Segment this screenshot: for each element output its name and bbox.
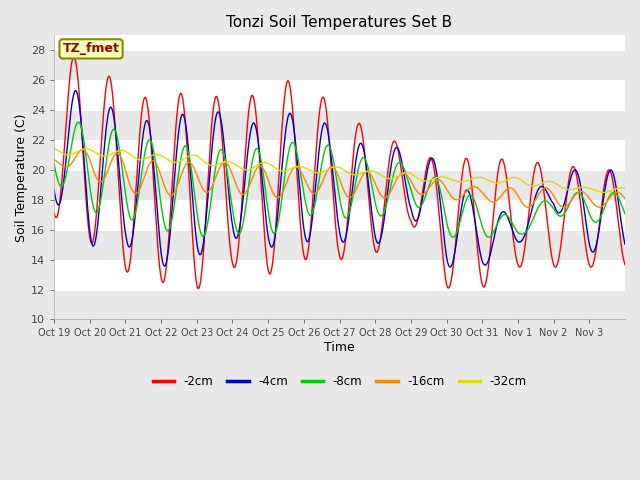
Line: -8cm: -8cm xyxy=(54,122,625,237)
-16cm xyxy=(50,157,58,163)
-32cm xyxy=(600,190,607,195)
-32cm xyxy=(558,184,566,190)
-2cm xyxy=(140,97,148,103)
-16cm xyxy=(314,188,322,193)
-2cm xyxy=(326,139,333,145)
Line: -2cm: -2cm xyxy=(54,57,625,288)
Line: -4cm: -4cm xyxy=(54,91,625,267)
-4cm xyxy=(72,88,79,94)
-4cm xyxy=(314,156,322,162)
-2cm xyxy=(50,210,58,216)
-2cm xyxy=(559,229,566,235)
-2cm xyxy=(621,262,629,267)
-8cm xyxy=(50,161,58,167)
Text: TZ_fmet: TZ_fmet xyxy=(63,42,120,55)
-16cm xyxy=(558,204,566,210)
Line: -16cm: -16cm xyxy=(54,150,625,207)
-2cm xyxy=(315,119,323,124)
-8cm xyxy=(475,210,483,216)
Bar xyxy=(54,110,625,140)
-4cm xyxy=(621,241,629,247)
-2cm xyxy=(475,259,483,265)
-32cm xyxy=(614,185,622,191)
-32cm xyxy=(324,166,332,172)
-16cm xyxy=(79,147,86,153)
-8cm xyxy=(614,194,622,200)
X-axis label: Time: Time xyxy=(324,341,355,354)
-16cm xyxy=(614,190,622,195)
-32cm xyxy=(474,175,482,180)
-16cm xyxy=(475,186,483,192)
Bar xyxy=(54,50,625,80)
-16cm xyxy=(621,195,629,201)
-4cm xyxy=(325,135,333,141)
-8cm xyxy=(314,183,322,189)
-2cm xyxy=(195,286,202,291)
Bar xyxy=(54,170,625,200)
-4cm xyxy=(50,187,58,192)
-32cm xyxy=(314,170,322,176)
-8cm xyxy=(325,143,333,148)
-4cm xyxy=(614,199,622,204)
-16cm xyxy=(325,166,333,171)
Title: Tonzi Soil Temperatures Set B: Tonzi Soil Temperatures Set B xyxy=(227,15,452,30)
-4cm xyxy=(559,206,566,212)
-16cm xyxy=(560,204,568,210)
-32cm xyxy=(50,145,58,151)
-16cm xyxy=(140,176,148,181)
-8cm xyxy=(621,211,629,216)
-4cm xyxy=(446,264,454,270)
-4cm xyxy=(140,128,148,133)
-32cm xyxy=(140,156,147,162)
Bar xyxy=(54,289,625,319)
-4cm xyxy=(475,243,483,249)
-32cm xyxy=(621,185,629,191)
-2cm xyxy=(70,54,77,60)
-2cm xyxy=(614,219,622,225)
-8cm xyxy=(485,234,493,240)
Line: -32cm: -32cm xyxy=(54,148,625,192)
-8cm xyxy=(559,213,566,218)
-8cm xyxy=(140,157,148,163)
Y-axis label: Soil Temperature (C): Soil Temperature (C) xyxy=(15,113,28,241)
Bar xyxy=(54,230,625,260)
Legend: -2cm, -4cm, -8cm, -16cm, -32cm: -2cm, -4cm, -8cm, -16cm, -32cm xyxy=(148,371,531,393)
-8cm xyxy=(74,119,82,125)
